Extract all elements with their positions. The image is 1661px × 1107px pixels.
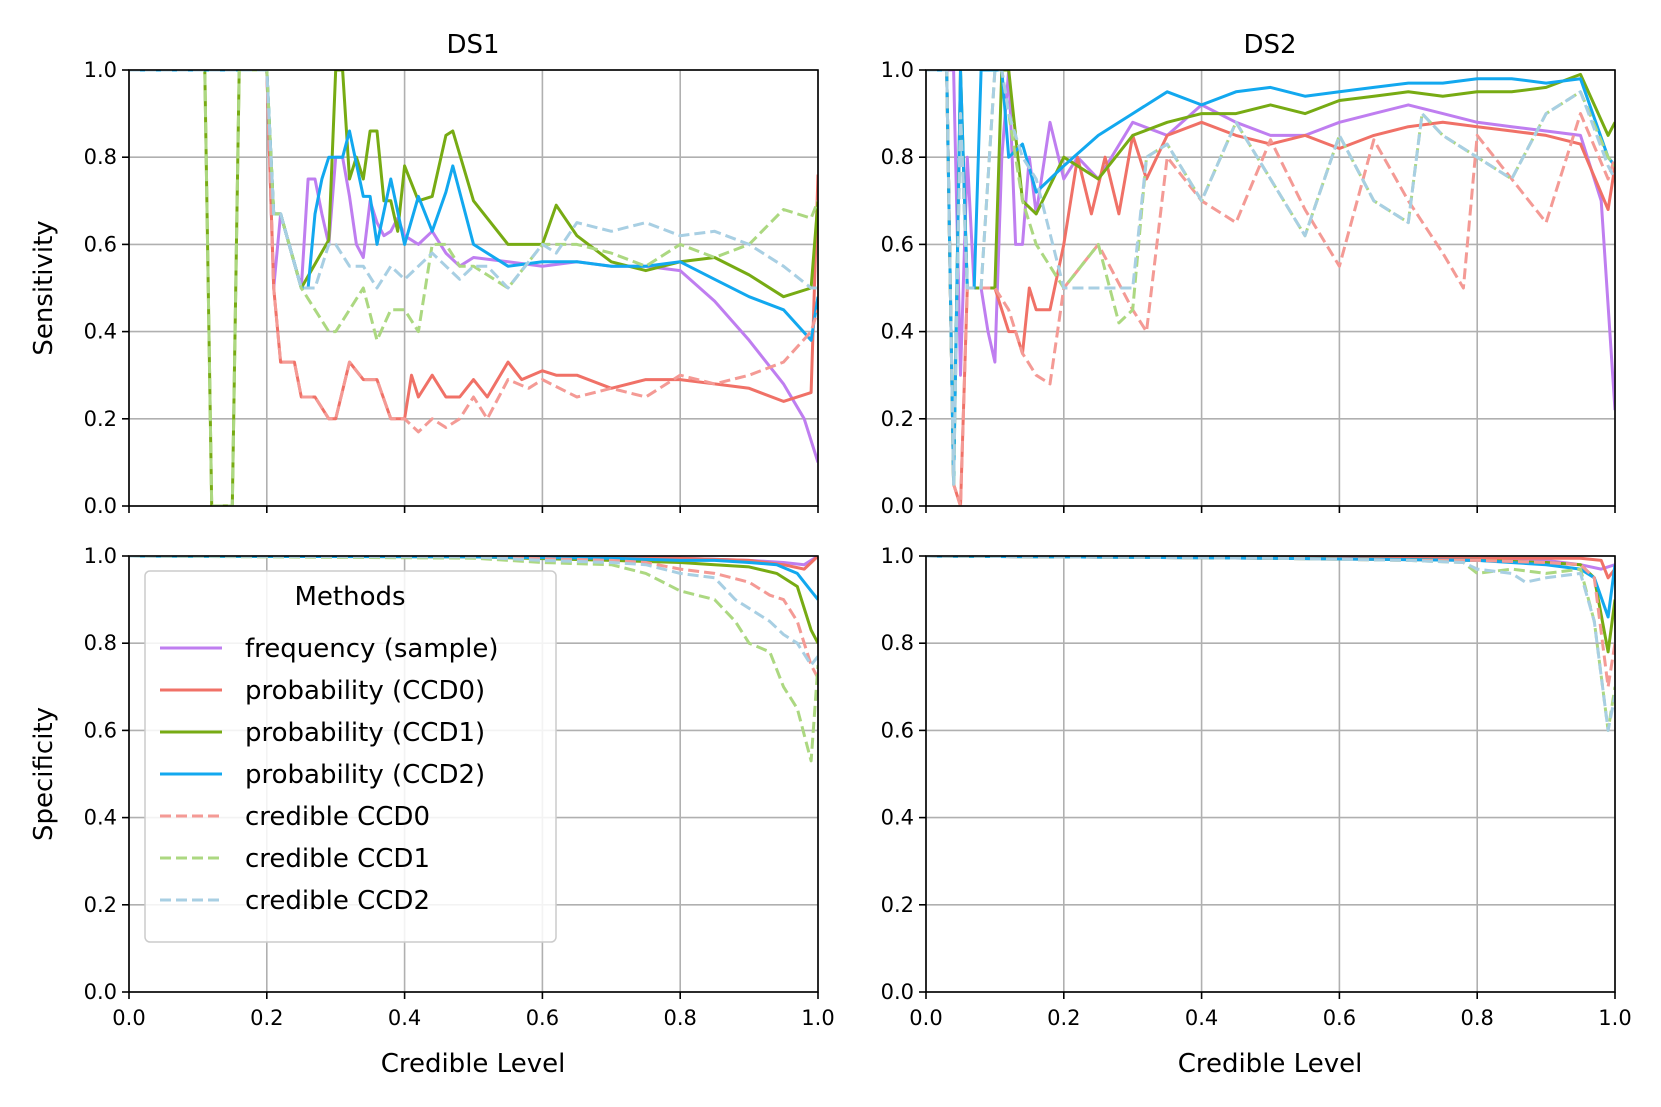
axes-frame	[128, 555, 819, 993]
y-tick-label: 1.0	[881, 544, 914, 568]
series-line-credible-ccd1	[129, 70, 818, 506]
x-tick-label: 0.8	[1460, 1006, 1493, 1030]
y-tick-label: 1.0	[84, 544, 117, 568]
x-tick-label: 0.4	[1185, 1006, 1218, 1030]
legend: Methods frequency (sample) probability (C…	[144, 570, 557, 943]
series-line-probability-ccd2	[129, 556, 818, 601]
panel-ds1-specificity: 0.0 0.2 0.4 0.6 0.8 1.0 0.0 0.2 0.4 0.6 0.8 1.0 Spe…	[29, 544, 835, 1079]
y-tick-label: 0.4	[881, 806, 914, 830]
series-group	[129, 556, 818, 763]
x-tick-label: 0.4	[388, 1006, 421, 1030]
ticks: 0.0 0.2 0.4 0.6 0.8 1.0	[881, 58, 1616, 518]
axes-frame	[925, 555, 1616, 993]
series-line-probability-ccd2	[129, 70, 818, 342]
axes-frame	[128, 69, 819, 507]
y-tick-label: 0.6	[881, 718, 914, 742]
x-tick-label: 1.0	[1598, 1006, 1631, 1030]
series-line-credible-ccd0	[129, 70, 818, 434]
panel-title: DS1	[446, 30, 499, 60]
series-line-credible-ccd0	[129, 556, 818, 679]
legend-label: credible CCD2	[245, 886, 430, 916]
legend-box	[144, 570, 557, 943]
y-tick-label: 0.6	[84, 718, 117, 742]
y-tick-label: 0.2	[881, 407, 914, 431]
series-line-frequency-sample	[926, 70, 1615, 411]
y-tick-label: 0.0	[84, 494, 117, 518]
x-tick-label: 0.0	[112, 1006, 145, 1030]
grid	[925, 555, 1616, 993]
series-group	[926, 556, 1615, 732]
x-axis-label: Credible Level	[381, 1049, 566, 1079]
legend-label: frequency (sample)	[245, 634, 499, 664]
ticks: 0.0 0.2 0.4 0.6 0.8 1.0 0.0 0.2 0.4 0.6 0.8 1.0	[84, 544, 835, 1030]
series-line-credible-ccd0	[926, 556, 1615, 689]
legend-title: Methods	[294, 582, 405, 612]
y-tick-label: 0.6	[84, 232, 117, 256]
panel-title: DS2	[1243, 30, 1296, 60]
ticks: 0.0 0.2 0.4 0.6 0.8 1.0 0.0 0.2 0.4 0.6 0.8 1.0	[881, 544, 1632, 1030]
legend-label: probability (CCD1)	[245, 718, 485, 748]
x-axis-label: Credible Level	[1178, 1049, 1363, 1079]
y-tick-label: 0.2	[84, 407, 117, 431]
ticks: 0.0 0.2 0.4 0.6 0.8 1.0	[84, 58, 819, 518]
y-tick-label: 1.0	[84, 58, 117, 82]
series-line-credible-ccd2	[926, 556, 1615, 732]
legend-label: probability (CCD2)	[245, 760, 485, 790]
x-tick-label: 0.0	[909, 1006, 942, 1030]
series-line-credible-ccd2	[926, 70, 1615, 486]
y-tick-label: 0.0	[84, 980, 117, 1004]
legend-label: credible CCD1	[245, 844, 430, 874]
series-line-probability-ccd2	[926, 556, 1615, 619]
series-line-probability-ccd0	[129, 556, 818, 571]
y-tick-label: 0.0	[881, 494, 914, 518]
y-axis-label: Specificity	[29, 707, 59, 841]
axes-frame	[925, 69, 1616, 507]
x-tick-label: 0.2	[1047, 1006, 1080, 1030]
y-tick-label: 0.2	[881, 893, 914, 917]
y-tick-label: 0.4	[84, 806, 117, 830]
y-tick-label: 0.2	[84, 893, 117, 917]
y-tick-label: 0.4	[84, 320, 117, 344]
series-group	[926, 70, 1615, 506]
legend-label: probability (CCD0)	[245, 676, 485, 706]
panel-ds2-specificity: 0.0 0.2 0.4 0.6 0.8 1.0 0.0 0.2 0.4 0.6 0.8 1.0 Cre…	[881, 544, 1632, 1079]
x-tick-label: 0.8	[663, 1006, 696, 1030]
legend-label: credible CCD0	[245, 802, 430, 832]
x-tick-label: 0.6	[1323, 1006, 1356, 1030]
series-line-credible-ccd1	[129, 556, 818, 763]
y-tick-label: 1.0	[881, 58, 914, 82]
y-tick-label: 0.8	[84, 631, 117, 655]
y-tick-label: 0.8	[881, 145, 914, 169]
x-tick-label: 0.2	[250, 1006, 283, 1030]
y-tick-label: 0.0	[881, 980, 914, 1004]
y-tick-label: 0.8	[881, 631, 914, 655]
panel-ds1-sensitivity: 0.0 0.2 0.4 0.6 0.8 1.0 DS1 Sensitivity	[29, 30, 819, 518]
series-group	[129, 70, 818, 506]
x-tick-label: 1.0	[801, 1006, 834, 1030]
y-tick-label: 0.8	[84, 145, 117, 169]
y-axis-label: Sensitivity	[29, 220, 59, 355]
series-line-probability-ccd1	[926, 556, 1615, 654]
series-line-credible-ccd2	[129, 556, 818, 667]
panel-ds2-sensitivity: 0.0 0.2 0.4 0.6 0.8 1.0 DS2	[881, 30, 1616, 518]
x-tick-label: 0.6	[526, 1006, 559, 1030]
legend-entries: frequency (sample) probability (CCD0) prob…	[160, 634, 499, 916]
series-line-credible-ccd2	[129, 70, 818, 290]
y-tick-label: 0.4	[881, 320, 914, 344]
y-tick-label: 0.6	[881, 232, 914, 256]
